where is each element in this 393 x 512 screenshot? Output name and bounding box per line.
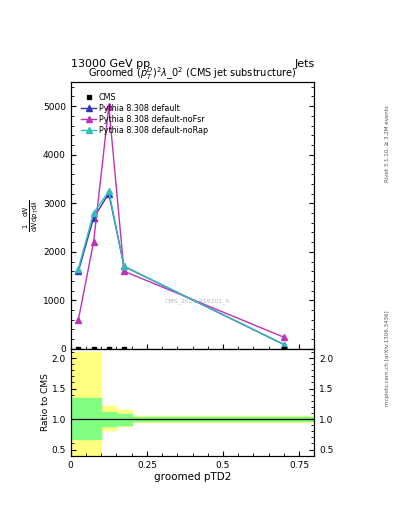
Pythia 8.308 default — [76, 268, 81, 274]
Pythia 8.308 default-noFsr — [122, 268, 127, 274]
Title: Groomed $(p_T^D)^2\lambda\_0^2$ (CMS jet substructure): Groomed $(p_T^D)^2\lambda\_0^2$ (CMS jet… — [88, 65, 297, 82]
Text: Rivet 3.1.10, ≥ 3.2M events: Rivet 3.1.10, ≥ 3.2M events — [385, 105, 389, 182]
CMS — [76, 346, 81, 352]
Pythia 8.308 default-noRap — [122, 263, 127, 269]
Pythia 8.308 default-noFsr — [91, 239, 96, 245]
Pythia 8.308 default-noFsr — [107, 103, 111, 109]
Pythia 8.308 default-noFsr — [281, 334, 286, 340]
CMS — [281, 346, 286, 352]
Pythia 8.308 default — [281, 342, 286, 348]
Text: 13000 GeV pp: 13000 GeV pp — [71, 59, 150, 69]
Line: Pythia 8.308 default-noFsr: Pythia 8.308 default-noFsr — [75, 103, 287, 340]
Pythia 8.308 default-noRap — [76, 266, 81, 272]
Legend: CMS, Pythia 8.308 default, Pythia 8.308 default-noFsr, Pythia 8.308 default-noRa: CMS, Pythia 8.308 default, Pythia 8.308 … — [80, 91, 210, 137]
Pythia 8.308 default-noRap — [281, 342, 286, 348]
X-axis label: groomed pTD2: groomed pTD2 — [154, 472, 231, 482]
Pythia 8.308 default-noFsr — [76, 317, 81, 323]
CMS — [122, 346, 127, 352]
CMS — [107, 346, 111, 352]
Pythia 8.308 default — [107, 190, 111, 197]
Pythia 8.308 default-noRap — [91, 210, 96, 216]
Line: Pythia 8.308 default-noRap: Pythia 8.308 default-noRap — [75, 188, 287, 347]
Pythia 8.308 default — [122, 263, 127, 269]
Text: Jets: Jets — [294, 59, 314, 69]
Line: CMS: CMS — [76, 346, 286, 351]
Text: CMS_2021-419201_5: CMS_2021-419201_5 — [165, 298, 230, 304]
Line: Pythia 8.308 default: Pythia 8.308 default — [75, 191, 287, 347]
Pythia 8.308 default — [91, 215, 96, 221]
Pythia 8.308 default-noRap — [107, 188, 111, 194]
Y-axis label: $\frac{1}{\mathrm{d}N}\frac{\mathrm{d}N}{\mathrm{d}p_T\mathrm{d}\lambda}$: $\frac{1}{\mathrm{d}N}\frac{\mathrm{d}N}… — [22, 199, 42, 232]
Text: mcplots.cern.ch [arXiv:1306.3436]: mcplots.cern.ch [arXiv:1306.3436] — [385, 311, 389, 406]
CMS — [91, 346, 96, 352]
Y-axis label: Ratio to CMS: Ratio to CMS — [41, 373, 50, 431]
